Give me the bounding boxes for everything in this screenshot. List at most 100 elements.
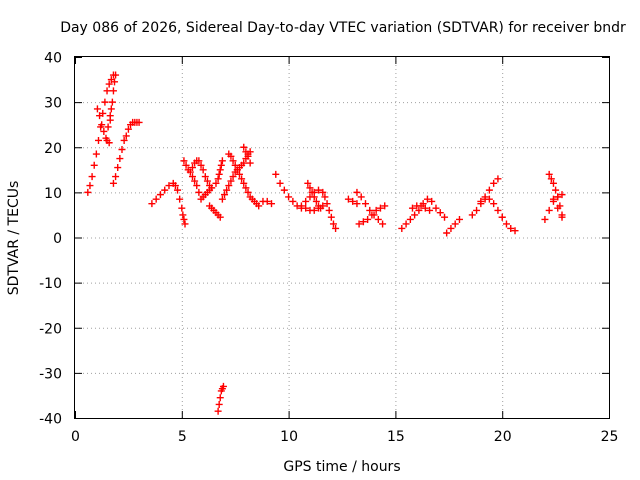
data-point: [174, 186, 182, 194]
data-point: [161, 186, 169, 194]
data-point: [214, 407, 222, 415]
data-point: [242, 148, 250, 156]
data-point: [421, 204, 429, 212]
data-point: [398, 224, 406, 232]
data-point: [171, 182, 179, 190]
data-point: [188, 173, 196, 181]
data-point: [285, 193, 293, 201]
data-point: [455, 215, 463, 223]
data-point: [114, 164, 122, 172]
data-point: [379, 220, 387, 228]
data-point: [225, 182, 233, 190]
data-point: [182, 161, 190, 169]
y-tick-label: 30: [44, 96, 62, 112]
data-point: [302, 197, 310, 205]
data-point: [498, 213, 506, 221]
data-point: [214, 175, 222, 183]
data-point: [268, 200, 276, 208]
data-point: [105, 80, 113, 88]
data-point: [317, 204, 325, 212]
data-point: [357, 193, 365, 201]
data-point: [323, 200, 331, 208]
data-point: [229, 173, 237, 181]
data-point: [165, 182, 173, 190]
data-points: [84, 71, 566, 415]
data-point: [229, 157, 237, 165]
data-point: [201, 173, 209, 181]
data-point: [408, 204, 416, 212]
data-point: [156, 191, 164, 199]
data-point: [372, 206, 380, 214]
data-point: [312, 197, 320, 205]
data-point: [178, 204, 186, 212]
data-point: [120, 136, 128, 144]
data-point: [227, 177, 235, 185]
grid-lines: [75, 57, 609, 418]
data-point: [366, 206, 374, 214]
data-point: [240, 179, 248, 187]
y-tick-label: -10: [39, 276, 62, 292]
axis-ticks: [75, 57, 610, 419]
data-point: [216, 213, 224, 221]
data-point: [310, 206, 318, 214]
data-point: [203, 177, 211, 185]
data-point: [447, 224, 455, 232]
y-tick-label: -40: [39, 412, 62, 428]
data-point: [195, 157, 203, 165]
data-point: [353, 200, 361, 208]
data-point: [423, 195, 431, 203]
data-point: [545, 170, 553, 178]
data-point: [109, 179, 117, 187]
data-point: [101, 98, 109, 106]
data-point: [541, 215, 549, 223]
data-point: [443, 229, 451, 237]
data-point: [215, 400, 223, 408]
data-point: [181, 220, 189, 228]
data-point: [554, 193, 562, 201]
data-point: [494, 206, 502, 214]
data-point: [84, 188, 92, 196]
data-point: [106, 116, 114, 124]
data-point: [197, 161, 205, 169]
data-point: [502, 220, 510, 228]
chart-title: Day 086 of 2026, Sidereal Day-to-day VTE…: [60, 20, 626, 36]
data-point: [186, 168, 194, 176]
data-point: [411, 211, 419, 219]
data-point: [332, 224, 340, 232]
plot-frame: [74, 56, 610, 419]
data-point: [233, 166, 241, 174]
data-point: [188, 164, 196, 172]
data-point: [215, 170, 223, 178]
data-point: [124, 125, 132, 133]
data-point: [206, 182, 214, 190]
data-point: [374, 215, 382, 223]
x-tick-label: 20: [494, 429, 512, 445]
data-point: [554, 204, 562, 212]
data-point: [93, 105, 101, 113]
data-point: [558, 191, 566, 199]
x-axis-label: GPS time / hours: [283, 459, 400, 475]
data-point: [381, 202, 389, 210]
data-point: [246, 159, 254, 167]
data-point: [355, 220, 363, 228]
data-point: [221, 191, 229, 199]
data-point: [179, 211, 187, 219]
data-point: [152, 195, 160, 203]
data-point: [415, 206, 423, 214]
data-point: [359, 218, 367, 226]
y-tick-label: -20: [39, 321, 62, 337]
data-point: [135, 118, 143, 126]
data-point: [468, 211, 476, 219]
data-point: [103, 87, 111, 95]
data-point: [255, 202, 263, 210]
data-point: [263, 197, 271, 205]
data-point: [426, 206, 434, 214]
x-tick-label: 15: [387, 429, 405, 445]
data-point: [244, 188, 252, 196]
data-point: [552, 186, 560, 194]
data-point: [441, 213, 449, 221]
data-point: [111, 78, 119, 86]
data-point: [105, 139, 113, 147]
x-tick-label: 25: [601, 429, 619, 445]
data-point: [272, 170, 280, 178]
